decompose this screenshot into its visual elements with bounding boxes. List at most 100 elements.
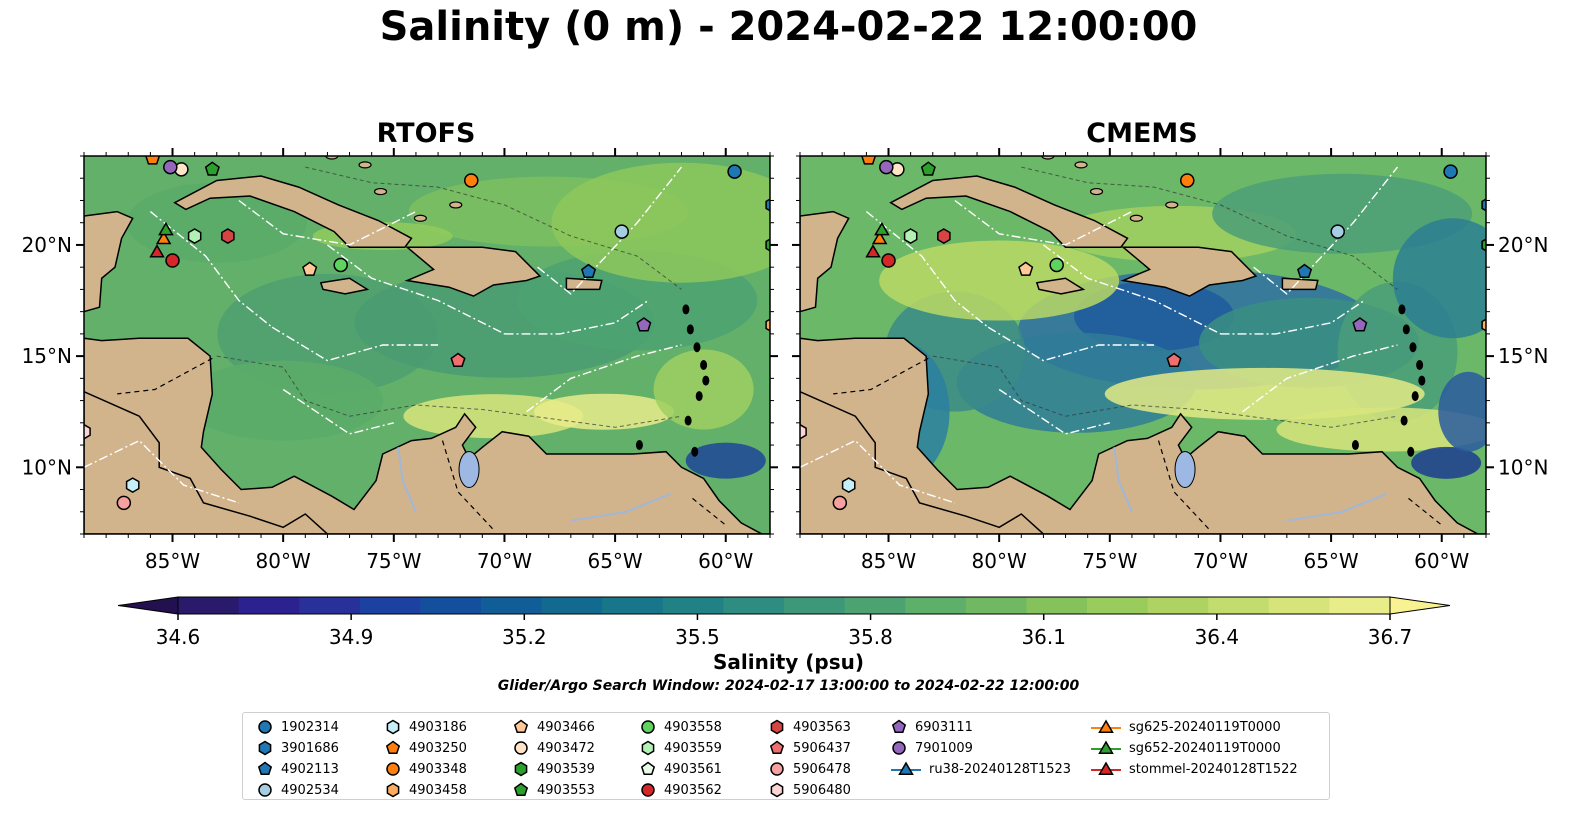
jamaica-land <box>1035 277 1086 295</box>
bathymetry-contour <box>305 166 682 290</box>
colorbar-segment <box>178 597 240 614</box>
colorbar-tick-label: 36.4 <box>1195 625 1240 649</box>
river <box>570 493 671 522</box>
colorbar-segment <box>1147 597 1209 614</box>
legend-label: sg652-20240119T0000 <box>1129 740 1281 756</box>
legend-item: sg625-20240119T0000 <box>1091 717 1281 737</box>
lesser-antilles-island <box>702 375 710 386</box>
legend-item: 4903186 <box>385 717 467 737</box>
lesser-antilles-island <box>1411 391 1419 402</box>
puerto-rico-land <box>1281 277 1319 291</box>
legend-marker-icon <box>891 719 907 733</box>
legend-marker-icon <box>258 783 272 797</box>
legend-item: 4903558 <box>640 717 722 737</box>
lesser-antilles-island <box>686 324 694 335</box>
legend-item: 4903458 <box>385 780 467 800</box>
bahamas-island <box>358 161 372 169</box>
lon-tick-label: 85°W <box>145 549 200 573</box>
marker-legend: 1902314 3901686 4902113 4902534 4903186 49032… <box>242 712 1330 800</box>
eez-boundary <box>326 244 505 335</box>
colorbar-segment <box>965 597 1027 614</box>
legend-label: 4903558 <box>664 719 722 735</box>
lon-tick-label: 75°W <box>366 549 421 573</box>
map-marker-4903559 <box>187 228 202 244</box>
map-marker-4903466 <box>1018 261 1034 276</box>
legend-label: 4903458 <box>409 782 467 798</box>
eez-boundary <box>865 211 989 328</box>
legend-item: 4903348 <box>385 759 467 779</box>
lesser-antilles-island <box>1351 440 1359 451</box>
mainland-land <box>84 337 770 534</box>
lesser-antilles-island <box>1402 324 1410 335</box>
legend-label: 4903472 <box>537 740 595 756</box>
colorbar-segment <box>1208 597 1270 614</box>
lon-tick-label: 85°W <box>861 549 916 573</box>
map-marker-4903562 <box>881 253 896 268</box>
legend-marker-icon <box>891 761 921 775</box>
colorbar-segment <box>1026 597 1088 614</box>
bathymetry-contour <box>1021 166 1398 290</box>
legend-marker-icon <box>385 740 401 754</box>
lon-tick-label: 80°W <box>256 549 311 573</box>
legend-marker-icon <box>514 741 528 755</box>
lesser-antilles-island <box>682 304 690 315</box>
lesser-antilles-island <box>693 342 701 353</box>
map-marker-4903186 <box>841 477 856 493</box>
legend-label: 3901686 <box>281 740 339 756</box>
legend-item: 4903472 <box>513 738 595 758</box>
colorbar-tick-label: 35.8 <box>848 625 893 649</box>
map-marker-4903563 <box>221 228 235 244</box>
lon-tick-label: 70°W <box>477 549 532 573</box>
legend-marker-icon <box>770 719 784 735</box>
colorbar-tick-label: 35.2 <box>502 625 547 649</box>
legend-item: 5906480 <box>769 780 851 800</box>
salinity-blob <box>1276 407 1486 452</box>
lon-tick-label: 65°W <box>1303 549 1358 573</box>
lat-tick-label: 20°N <box>22 233 72 257</box>
map-marker-4903348 <box>464 173 479 188</box>
map-marker-6903111 <box>1352 317 1368 332</box>
map-marker-4903539 <box>1481 238 1486 252</box>
lesser-antilles-island <box>1416 360 1424 371</box>
colorbar: 34.6 34.9 35.2 35.5 35.8 36.1 36.4 36.7 <box>117 596 1451 649</box>
country-border <box>692 497 727 526</box>
salinity-blob <box>1438 371 1486 452</box>
legend-marker-icon <box>641 740 655 756</box>
jamaica-land <box>319 277 370 295</box>
salinity-blob <box>1411 446 1482 479</box>
map-marker-4903458 <box>765 318 770 332</box>
eez-boundary <box>238 199 417 246</box>
legend-item: 7901009 <box>891 738 973 758</box>
lesser-antilles-island <box>684 415 692 426</box>
eez-boundary <box>1220 299 1365 335</box>
lesser-antilles-island <box>695 391 703 402</box>
country-border <box>117 357 213 395</box>
legend-item: 1902314 <box>257 717 339 737</box>
map-marker-4903553 <box>920 161 936 176</box>
colorbar-segment <box>238 597 300 614</box>
map-marker-5906480 <box>800 423 807 440</box>
map-marker-4903559 <box>903 228 918 244</box>
mainland-land <box>800 337 1486 534</box>
map-marker-4903250 <box>145 156 161 165</box>
map-marker-3901686 <box>765 198 770 212</box>
colorbar-segment <box>1268 597 1330 614</box>
eez-boundary <box>271 326 439 362</box>
map-marker-sg652-20240119T0000 <box>874 221 890 236</box>
map-marker-3901686 <box>1481 198 1486 212</box>
legend-label: 5906480 <box>793 782 851 798</box>
bahamas-island <box>373 187 388 196</box>
map-marker-4903458 <box>1481 318 1486 332</box>
eez-boundary <box>537 166 683 295</box>
legend-label: 4902534 <box>281 782 339 798</box>
country-border <box>833 357 929 395</box>
lon-tick-label: 65°W <box>587 549 642 573</box>
legend-marker-icon <box>513 719 529 733</box>
colorbar-segment <box>481 597 543 614</box>
colorbar-tick-label: 34.6 <box>156 625 201 649</box>
lake-maracaibo <box>458 451 480 489</box>
legend-item: 6903111 <box>891 717 973 737</box>
search-window-text: Glider/Argo Search Window: 2024-02-17 13… <box>497 678 1080 694</box>
colorbar-segment <box>359 597 421 614</box>
colorbar-tick-label: 36.1 <box>1021 625 1066 649</box>
